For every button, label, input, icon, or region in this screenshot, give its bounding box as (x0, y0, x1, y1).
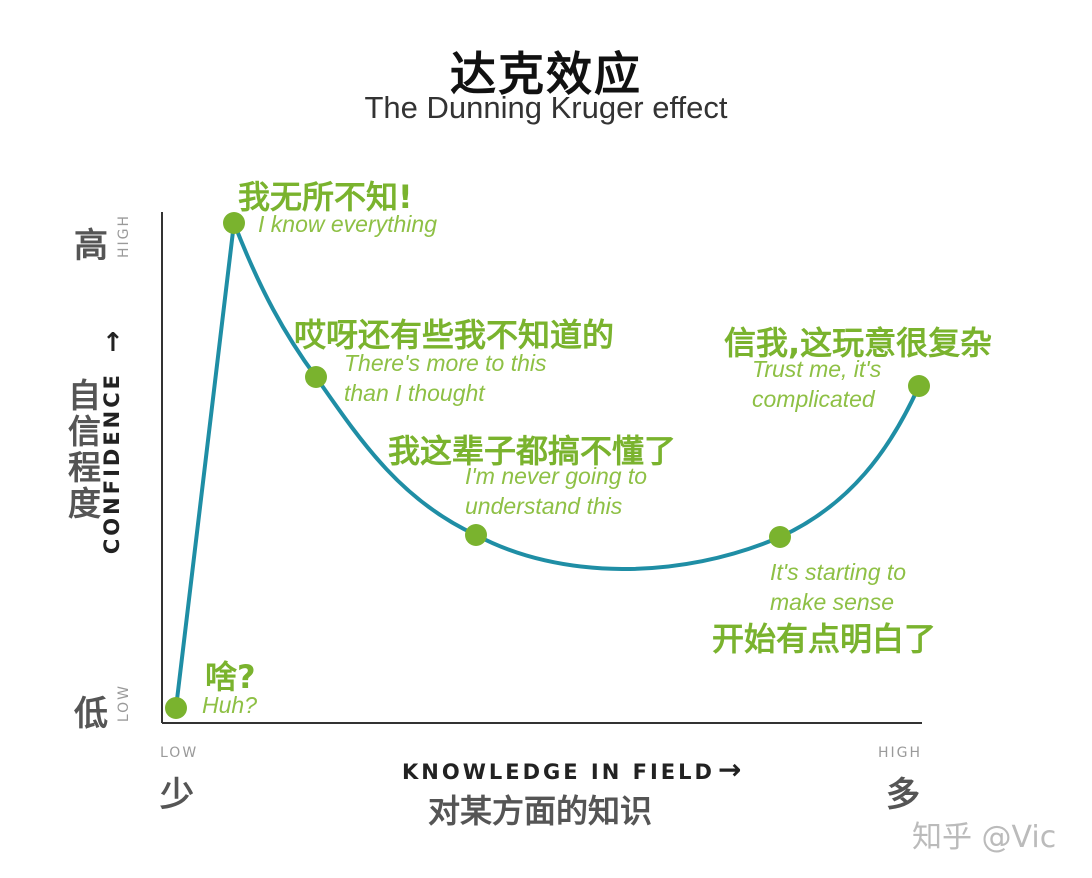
x-axis-low-zh: 少 (160, 775, 194, 815)
point-complicated (908, 375, 930, 397)
x-axis-high-label: HIGH (878, 745, 923, 761)
y-axis-arrow-icon: ↑ (102, 328, 124, 358)
x-axis-high-zh: 多 (886, 775, 920, 815)
y-axis-title-zh: 自信程度 (68, 376, 101, 523)
stage-more-to-this-zh: 哎呀还有些我不知道的 (294, 316, 615, 354)
stage-making-sense-en-2: make sense (770, 589, 895, 615)
stage-never-understand-zh: 我这辈子都搞不懂了 (388, 432, 677, 470)
stage-never-understand-en-2: understand this (465, 493, 623, 519)
stage-know-everything-zh: 我无所不知! (238, 178, 413, 216)
point-never-understand (465, 524, 487, 546)
y-axis-title: CONFIDENCE (100, 372, 124, 555)
stage-making-sense-zh: 开始有点明白了 (712, 620, 937, 658)
stage-never-understand-en-1: I'm never going to (465, 463, 648, 489)
diagram-title: 达克效应 (450, 47, 642, 101)
watermark: 知乎 @Vic (912, 820, 1057, 855)
diagram-subtitle: The Dunning Kruger effect (364, 90, 728, 125)
stage-know-everything-en: I know everything (258, 211, 437, 237)
x-axis-title: KNOWLEDGE IN FIELD (402, 760, 715, 784)
x-axis-arrow-icon: → (718, 753, 742, 786)
point-know-everything (223, 212, 245, 234)
stage-complicated-en-2: complicated (752, 386, 875, 412)
stage-complicated-en-1: Trust me, it's (752, 356, 882, 382)
stage-huh-en: Huh? (202, 692, 257, 718)
stage-huh-zh: 啥? (205, 658, 256, 696)
stage-complicated-zh: 信我,这玩意很复杂 (724, 324, 993, 362)
point-making-sense (769, 526, 791, 548)
stage-more-to-this-en-1: There's more to this (344, 350, 547, 376)
y-axis-high-zh: 高 (74, 226, 108, 266)
y-axis-high-label: HIGH (116, 214, 132, 259)
x-axis-title-zh: 对某方面的知识 (428, 792, 653, 830)
y-axis-low-label: LOW (116, 684, 132, 723)
point-huh (165, 697, 187, 719)
x-axis-low-label: LOW (160, 745, 199, 761)
y-axis-low-zh: 低 (74, 694, 108, 734)
stage-making-sense-en-1: It's starting to (770, 559, 907, 585)
point-more-to-this (305, 366, 327, 388)
stage-more-to-this-en-2: than I thought (344, 380, 485, 406)
